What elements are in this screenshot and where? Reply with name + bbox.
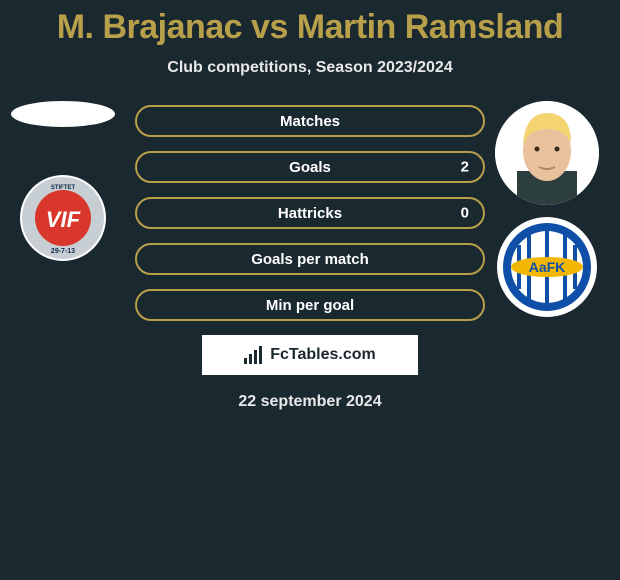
stat-bars: Matches Goals 2 Hattricks 0 Goals per ma… bbox=[135, 101, 485, 321]
stat-label: Goals per match bbox=[251, 251, 369, 268]
stat-label: Hattricks bbox=[278, 205, 342, 222]
stat-label: Matches bbox=[280, 113, 340, 130]
watermark: FcTables.com bbox=[202, 335, 418, 375]
stat-right-value: 2 bbox=[461, 159, 469, 176]
svg-text:29-7-13: 29-7-13 bbox=[51, 248, 75, 255]
watermark-text: FcTables.com bbox=[270, 346, 376, 364]
player-right-avatar bbox=[495, 101, 599, 205]
player-right-face-icon bbox=[495, 101, 599, 205]
stat-bar: Matches bbox=[135, 105, 485, 137]
player-left-club-badge: STIFTET 29-7-13 VIF bbox=[20, 175, 106, 261]
stat-right-value: 0 bbox=[461, 205, 469, 222]
left-player-column: STIFTET 29-7-13 VIF bbox=[8, 101, 118, 261]
stat-bar: Min per goal bbox=[135, 289, 485, 321]
svg-text:VIF: VIF bbox=[46, 207, 81, 232]
stat-bar: Goals 2 bbox=[135, 151, 485, 183]
vif-badge-icon: STIFTET 29-7-13 VIF bbox=[20, 175, 106, 261]
page-title: M. Brajanac vs Martin Ramsland bbox=[0, 0, 620, 47]
bars-icon bbox=[244, 346, 266, 364]
date-text: 22 september 2024 bbox=[0, 393, 620, 411]
svg-text:AaFK: AaFK bbox=[529, 259, 566, 275]
comparison-panel: STIFTET 29-7-13 VIF bbox=[0, 101, 620, 411]
stat-label: Goals bbox=[289, 159, 331, 176]
right-player-column: AaFK bbox=[492, 101, 602, 317]
player-right-club-badge: AaFK bbox=[497, 217, 597, 317]
player-left-avatar bbox=[11, 101, 115, 127]
svg-text:STIFTET: STIFTET bbox=[51, 185, 76, 191]
stat-bar: Hattricks 0 bbox=[135, 197, 485, 229]
stat-bar: Goals per match bbox=[135, 243, 485, 275]
aalesund-badge-icon: AaFK bbox=[497, 217, 597, 317]
subtitle: Club competitions, Season 2023/2024 bbox=[0, 59, 620, 77]
stat-label: Min per goal bbox=[266, 297, 354, 314]
